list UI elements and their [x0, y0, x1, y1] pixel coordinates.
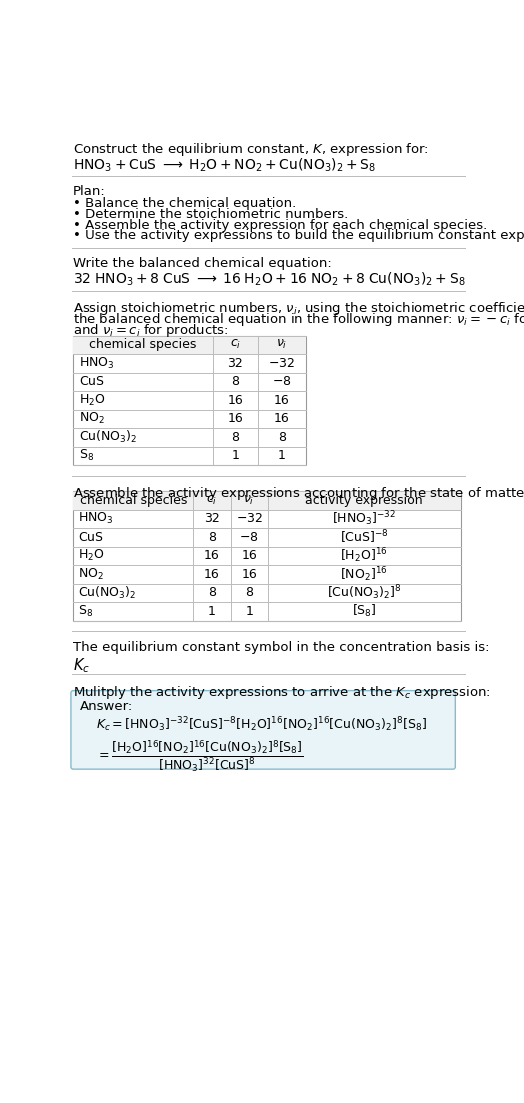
- Text: Plan:: Plan:: [73, 185, 106, 199]
- Text: $-32$: $-32$: [268, 357, 295, 370]
- Bar: [73, 491, 461, 621]
- Text: $[\mathrm{Cu(NO_3)_2}]^{8}$: $[\mathrm{Cu(NO_3)_2}]^{8}$: [327, 583, 401, 602]
- Text: The equilibrium constant symbol in the concentration basis is:: The equilibrium constant symbol in the c…: [73, 641, 490, 654]
- Text: 16: 16: [274, 394, 290, 407]
- Text: $\nu_i$: $\nu_i$: [276, 339, 287, 352]
- Text: 32: 32: [204, 513, 220, 525]
- Text: $\mathrm{NO_2}$: $\mathrm{NO_2}$: [80, 411, 105, 427]
- Text: $\mathrm{S_8}$: $\mathrm{S_8}$: [80, 448, 94, 463]
- Text: $\mathrm{NO_2}$: $\mathrm{NO_2}$: [78, 567, 104, 582]
- Text: Assign stoichiometric numbers, $\nu_i$, using the stoichiometric coefficients, $: Assign stoichiometric numbers, $\nu_i$, …: [73, 300, 524, 318]
- Text: 1: 1: [245, 604, 253, 618]
- Text: activity expression: activity expression: [305, 494, 423, 507]
- Text: $[\mathrm{NO_2}]^{16}$: $[\mathrm{NO_2}]^{16}$: [341, 565, 388, 583]
- Text: $[\mathrm{HNO_3}]^{-32}$: $[\mathrm{HNO_3}]^{-32}$: [332, 510, 396, 528]
- Text: $\mathrm{HNO_3}$: $\mathrm{HNO_3}$: [80, 356, 115, 371]
- Text: Assemble the activity expressions accounting for the state of matter and $\nu_i$: Assemble the activity expressions accoun…: [73, 485, 524, 502]
- Text: $-8$: $-8$: [239, 531, 259, 544]
- Text: and $\nu_i = c_i$ for products:: and $\nu_i = c_i$ for products:: [73, 322, 229, 339]
- Text: 8: 8: [208, 531, 216, 544]
- Text: $\mathrm{S_8}$: $\mathrm{S_8}$: [78, 603, 93, 619]
- Text: $\mathrm{Cu(NO_3)_2}$: $\mathrm{Cu(NO_3)_2}$: [78, 585, 136, 601]
- Text: $[\mathrm{S_8}]$: $[\mathrm{S_8}]$: [352, 603, 377, 620]
- Text: chemical species: chemical species: [80, 494, 187, 507]
- Text: Write the balanced chemical equation:: Write the balanced chemical equation:: [73, 257, 332, 270]
- Text: $c_i$: $c_i$: [230, 339, 241, 352]
- Text: Answer:: Answer:: [80, 699, 133, 713]
- Bar: [73, 491, 461, 510]
- Bar: [73, 335, 305, 465]
- Text: 16: 16: [204, 568, 220, 581]
- Text: 16: 16: [241, 549, 257, 563]
- Text: $[\mathrm{CuS}]^{-8}$: $[\mathrm{CuS}]^{-8}$: [340, 528, 389, 546]
- Text: Construct the equilibrium constant, $K$, expression for:: Construct the equilibrium constant, $K$,…: [73, 141, 429, 158]
- Text: 16: 16: [241, 568, 257, 581]
- Text: $\mathrm{Cu(NO_3)_2}$: $\mathrm{Cu(NO_3)_2}$: [80, 429, 138, 446]
- Text: 1: 1: [208, 604, 216, 618]
- Text: 8: 8: [231, 431, 239, 443]
- FancyBboxPatch shape: [71, 690, 455, 769]
- Text: $-32$: $-32$: [236, 513, 263, 525]
- Text: 16: 16: [227, 413, 243, 426]
- Text: $[\mathrm{H_2O}]^{16}$: $[\mathrm{H_2O}]^{16}$: [341, 546, 388, 565]
- Text: $\mathrm{H_2O}$: $\mathrm{H_2O}$: [80, 393, 106, 408]
- Text: • Balance the chemical equation.: • Balance the chemical equation.: [73, 197, 297, 210]
- Text: $\mathrm{CuS}$: $\mathrm{CuS}$: [78, 531, 104, 544]
- Text: $K_c$: $K_c$: [73, 656, 90, 675]
- Text: $\mathrm{HNO_3 + CuS \;\longrightarrow\; H_2O + NO_2 + Cu(NO_3)_2 + S_8}$: $\mathrm{HNO_3 + CuS \;\longrightarrow\;…: [73, 157, 377, 173]
- Text: 1: 1: [231, 449, 239, 462]
- Text: 16: 16: [227, 394, 243, 407]
- Bar: [73, 335, 305, 354]
- Text: the balanced chemical equation in the following manner: $\nu_i = -c_i$ for react: the balanced chemical equation in the fo…: [73, 311, 524, 328]
- Text: 16: 16: [204, 549, 220, 563]
- Text: 1: 1: [278, 449, 286, 462]
- Text: chemical species: chemical species: [89, 339, 196, 352]
- Text: 32: 32: [227, 357, 243, 370]
- Text: $\mathrm{HNO_3}$: $\mathrm{HNO_3}$: [78, 512, 114, 526]
- Text: $= \dfrac{[\mathrm{H_2O}]^{16}[\mathrm{NO_2}]^{16}[\mathrm{Cu(NO_3)_2}]^{8}[\mat: $= \dfrac{[\mathrm{H_2O}]^{16}[\mathrm{N…: [96, 738, 304, 774]
- Text: $\nu_i$: $\nu_i$: [244, 494, 255, 507]
- Text: 16: 16: [274, 413, 290, 426]
- Text: • Use the activity expressions to build the equilibrium constant expression.: • Use the activity expressions to build …: [73, 229, 524, 243]
- Text: $\mathrm{CuS}$: $\mathrm{CuS}$: [80, 375, 105, 388]
- Text: $\mathrm{H_2O}$: $\mathrm{H_2O}$: [78, 548, 104, 564]
- Text: • Determine the stoichiometric numbers.: • Determine the stoichiometric numbers.: [73, 207, 348, 221]
- Text: 8: 8: [208, 587, 216, 599]
- Text: • Assemble the activity expression for each chemical species.: • Assemble the activity expression for e…: [73, 218, 487, 232]
- Text: $K_c = [\mathrm{HNO_3}]^{-32}[\mathrm{CuS}]^{-8}[\mathrm{H_2O}]^{16}[\mathrm{NO_: $K_c = [\mathrm{HNO_3}]^{-32}[\mathrm{Cu…: [96, 715, 428, 733]
- Text: $\mathrm{32\; HNO_3 + 8\; CuS \;\longrightarrow\; 16\; H_2O + 16\; NO_2 + 8\; Cu: $\mathrm{32\; HNO_3 + 8\; CuS \;\longrig…: [73, 271, 466, 288]
- Text: 8: 8: [231, 375, 239, 388]
- Text: 8: 8: [278, 431, 286, 443]
- Text: $c_i$: $c_i$: [206, 494, 217, 507]
- Text: 8: 8: [245, 587, 253, 599]
- Text: Mulitply the activity expressions to arrive at the $K_c$ expression:: Mulitply the activity expressions to arr…: [73, 684, 491, 700]
- Text: $-8$: $-8$: [272, 375, 291, 388]
